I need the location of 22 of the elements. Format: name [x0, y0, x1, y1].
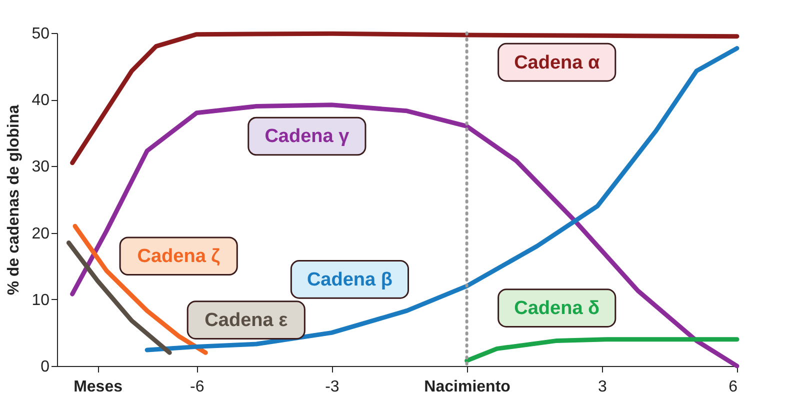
line-series — [70, 102, 740, 368]
x-tick-label: Nacimiento — [424, 378, 511, 396]
x-tick-label: -6 — [190, 378, 204, 396]
series-label: Cadena ζ — [137, 246, 220, 268]
line-series — [70, 31, 740, 166]
y-tick-label: 0 — [40, 358, 50, 376]
y-tick-label: 20 — [32, 225, 50, 242]
x-tick-label: -3 — [325, 378, 340, 396]
text: Cadena ε — [204, 310, 288, 332]
series-label: Cadena α — [514, 52, 600, 74]
x-tick-label: Meses — [74, 378, 123, 396]
series-label: Cadena γ — [264, 126, 350, 148]
x-tick-label: 3 — [598, 378, 607, 396]
y-tick-label: 50 — [32, 26, 50, 42]
y-tick-label: 10 — [32, 292, 50, 309]
x-tick-label: 6 — [728, 378, 738, 396]
y-tick-label: 30 — [32, 158, 50, 176]
series-label: Cadena β — [306, 269, 392, 290]
y-tick-label: 40 — [32, 92, 50, 110]
line-series — [464, 337, 740, 363]
y-axis-title: % de cadenas de globina — [6, 104, 23, 296]
series-label: Cadena δ — [514, 298, 600, 320]
